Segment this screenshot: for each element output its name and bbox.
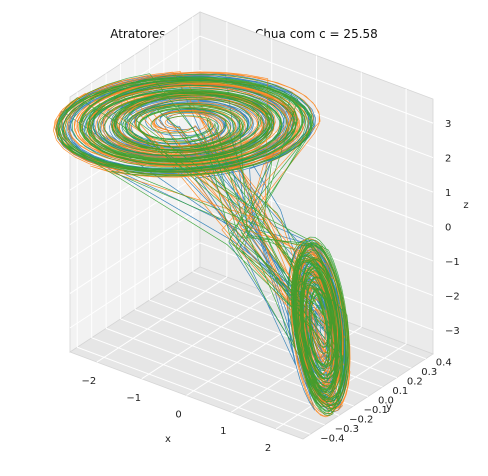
- gridline-z: [69, 173, 201, 260]
- gridline-z: [69, 139, 201, 225]
- gridline-z: [199, 35, 434, 124]
- z-tick-label: −1: [445, 257, 460, 268]
- trajectories: [53, 71, 351, 418]
- gridline-z: [69, 208, 201, 294]
- x-tick-label: 2: [265, 443, 271, 454]
- y-tick-label: 0.3: [421, 367, 437, 378]
- z-tick-label: −3: [445, 326, 460, 337]
- z-tick-label: 2: [445, 154, 451, 165]
- y-tick-label: 0.4: [436, 358, 452, 369]
- tick-labels: −2 −1 0 1 2 −0.4−0.3−0.2−0.10.00.10.20.30.4 −3…: [82, 119, 460, 454]
- z-tick-label: 3: [445, 119, 451, 130]
- z-tick-label: 1: [445, 188, 451, 199]
- x-axis-label: x: [165, 434, 171, 445]
- gridline-y: [77, 346, 311, 435]
- gridline-y: [134, 309, 369, 397]
- gridline-y: [163, 290, 398, 379]
- y-tick-label: −0.3: [335, 424, 359, 435]
- trajectory-series-3: [55, 73, 350, 417]
- y-tick-label: −0.2: [349, 414, 373, 425]
- z-tick-label: −2: [445, 291, 460, 302]
- gridline-y: [91, 337, 325, 426]
- x-tick-label: 1: [220, 426, 226, 437]
- z-axis-label: z: [463, 200, 468, 211]
- y-tick-label: 0.0: [378, 396, 394, 407]
- y-tick-label: −0.4: [320, 433, 344, 444]
- gridline-y: [105, 327, 340, 416]
- y-tick-label: 0.2: [407, 377, 423, 388]
- gridline-z: [69, 242, 201, 329]
- x-tick-label: 0: [175, 410, 181, 421]
- y-tick-label: −0.1: [364, 405, 388, 416]
- y-axis-label: y: [386, 402, 392, 413]
- gridline-z: [199, 173, 434, 262]
- x-tick-label: −2: [82, 376, 97, 387]
- x-tick-label: −1: [126, 393, 141, 404]
- y-tick-label: 0.1: [392, 386, 408, 397]
- gridline-z: [199, 139, 434, 227]
- z-tick-label: 0: [445, 223, 451, 234]
